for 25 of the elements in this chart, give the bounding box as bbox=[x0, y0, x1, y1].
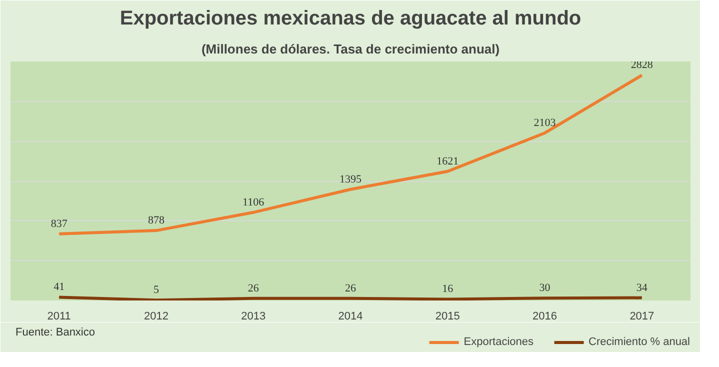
data-label: 41 bbox=[54, 281, 65, 294]
x-tick-label: 2017 bbox=[630, 310, 654, 322]
source-note: Fuente: Banxico bbox=[16, 326, 95, 338]
data-label: 5 bbox=[153, 284, 160, 296]
data-label: 30 bbox=[539, 282, 551, 294]
data-label: 1395 bbox=[340, 173, 362, 186]
data-label: 26 bbox=[248, 282, 260, 294]
x-tick-label: 2013 bbox=[241, 310, 266, 322]
data-label: 34 bbox=[636, 282, 648, 294]
x-tick-label: 2012 bbox=[144, 310, 168, 322]
data-label: 1621 bbox=[436, 155, 459, 168]
data-label: 26 bbox=[345, 282, 356, 294]
legend-label: Exportaciones bbox=[464, 336, 534, 348]
data-label: 1106 bbox=[242, 196, 265, 208]
x-tick-label: 2014 bbox=[338, 310, 363, 322]
data-label: 837 bbox=[50, 218, 68, 230]
chart-title: Exportaciones mexicanas de aguacate al mundo bbox=[120, 8, 582, 30]
data-label: 878 bbox=[148, 214, 165, 227]
legend-label: Crecimiento % anual bbox=[588, 336, 690, 348]
x-tick-label: 2011 bbox=[47, 310, 71, 322]
x-tick-label: 2015 bbox=[435, 310, 460, 322]
data-label: 16 bbox=[442, 283, 454, 296]
chart-subtitle: (Millones de dólares. Tasa de crecimiento anual) bbox=[201, 42, 500, 56]
data-label: 2103 bbox=[534, 116, 556, 129]
x-tick-label: 2016 bbox=[532, 310, 558, 322]
